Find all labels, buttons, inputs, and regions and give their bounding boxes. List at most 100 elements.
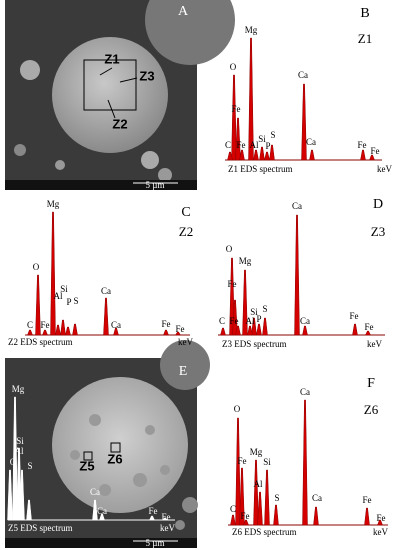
zone-label: Z1 bbox=[358, 31, 372, 46]
peak-label: C bbox=[27, 320, 33, 330]
spectrum-peak bbox=[220, 327, 226, 336]
spectrum-peak bbox=[369, 154, 375, 161]
spectrum-peak bbox=[26, 499, 32, 521]
peak-label: Fe bbox=[371, 146, 380, 156]
spectrum-peak bbox=[257, 491, 263, 526]
spectrum-peak bbox=[235, 325, 241, 336]
peak-label: P bbox=[66, 297, 71, 307]
spectrum-peak bbox=[235, 417, 241, 526]
peak-label: S bbox=[270, 130, 275, 140]
spectrum-unit: keV bbox=[367, 339, 382, 349]
spectrum-peak bbox=[253, 459, 259, 526]
peak-label: S bbox=[73, 296, 78, 306]
peak-label: S bbox=[27, 461, 32, 471]
peak-label: O bbox=[10, 457, 17, 467]
peak-label: Fe bbox=[162, 319, 171, 329]
spectrum-peak bbox=[364, 507, 370, 526]
peak-label: P bbox=[256, 314, 261, 324]
sem-image-e bbox=[5, 340, 210, 548]
peak-label: Fe bbox=[149, 506, 158, 516]
peak-label: Fe bbox=[41, 320, 50, 330]
peak-label: O bbox=[230, 62, 237, 72]
spectrum-peak bbox=[7, 469, 13, 521]
panel-letter: A bbox=[178, 4, 189, 19]
peak-label: Mg bbox=[47, 199, 60, 209]
peak-label: S bbox=[262, 304, 267, 314]
peak-label: Ca bbox=[101, 286, 111, 296]
spectrum-peak bbox=[273, 504, 279, 526]
peak-label: C bbox=[230, 504, 236, 514]
spectrum-peak bbox=[149, 515, 155, 521]
panel-letter: E bbox=[179, 364, 188, 379]
zone-label: Z2 bbox=[179, 224, 193, 239]
spectrum-peak bbox=[92, 499, 98, 521]
spectrum-peak bbox=[163, 329, 169, 336]
spectrum-peak bbox=[313, 506, 319, 526]
spectrum-peak bbox=[60, 319, 66, 336]
spectrum-caption: Z1 EDS spectrum bbox=[228, 164, 293, 174]
spectrum-peak bbox=[242, 269, 248, 336]
panel-letter: D bbox=[373, 197, 383, 212]
peak-label: Ca bbox=[306, 137, 316, 147]
peak-label: Si bbox=[258, 134, 266, 144]
spectrum-peak bbox=[269, 144, 275, 161]
peak-label: Fe bbox=[228, 279, 237, 289]
spectrum-peak bbox=[227, 151, 233, 161]
scale-bar-label: 5 µm bbox=[146, 538, 165, 548]
zone-label: Z2 bbox=[112, 116, 127, 131]
peak-label: Ca bbox=[300, 387, 310, 397]
peak-label: Fe bbox=[238, 456, 247, 466]
peak-label: O bbox=[234, 404, 241, 414]
spectrum-unit: keV bbox=[373, 527, 388, 537]
peak-label: Al bbox=[15, 446, 24, 456]
spectrum-peak bbox=[251, 317, 257, 336]
spectrum-peak bbox=[99, 513, 105, 521]
peak-label: Fe bbox=[377, 513, 386, 523]
peak-label: Si bbox=[250, 307, 258, 317]
spectrum-unit: keV bbox=[160, 523, 175, 533]
peak-label: Ca bbox=[298, 70, 308, 80]
peak-label: Ca bbox=[312, 493, 322, 503]
peak-label: Al bbox=[246, 316, 255, 326]
spectrum-peak bbox=[239, 149, 245, 161]
spectrum-peak bbox=[302, 325, 308, 336]
spectrum-peak bbox=[55, 324, 61, 336]
peak-label: Ca bbox=[111, 320, 121, 330]
spectrum-peak bbox=[259, 146, 265, 161]
spectrum-peak bbox=[248, 37, 254, 161]
spectrum-peak bbox=[253, 149, 259, 161]
spectrum-peak bbox=[294, 214, 300, 336]
spectrum-peak bbox=[360, 149, 366, 161]
spectrum-peak bbox=[42, 329, 48, 336]
peak-label: Si bbox=[263, 457, 271, 467]
zone-label: Z5 bbox=[79, 458, 94, 473]
spectrum-peak bbox=[262, 317, 268, 336]
spectrum-peak bbox=[377, 519, 383, 526]
spectrum-peak bbox=[231, 74, 237, 161]
spectrum-peak bbox=[19, 469, 25, 521]
peak-label: C bbox=[225, 140, 231, 150]
spectrum-unit: keV bbox=[377, 164, 392, 174]
peak-label: O bbox=[33, 262, 40, 272]
spectrum-peak bbox=[113, 327, 119, 336]
spectrum-peak bbox=[35, 274, 41, 336]
peak-label: Fe bbox=[162, 512, 171, 522]
peak-label: Fe bbox=[365, 322, 374, 332]
peak-label: S bbox=[274, 493, 279, 503]
spectrum-caption: Z5 EDS spectrum bbox=[8, 523, 73, 533]
spectrum-peak bbox=[65, 326, 71, 336]
zone-label: Z6 bbox=[107, 451, 122, 466]
peak-label: Si bbox=[16, 436, 24, 446]
spectrum-peak bbox=[103, 297, 109, 336]
spectrum-peak bbox=[161, 517, 169, 521]
zone-label: Z3 bbox=[139, 68, 154, 83]
spectrum-peak bbox=[247, 325, 253, 336]
spectrum-peak bbox=[50, 211, 56, 336]
spectrum-peak bbox=[72, 323, 78, 336]
peak-label: Fe bbox=[358, 140, 367, 150]
peak-label: Ca bbox=[300, 316, 310, 326]
peak-label: Fe bbox=[350, 311, 359, 321]
zone-label: Z1 bbox=[104, 51, 119, 66]
spectrum-peak bbox=[27, 329, 33, 336]
